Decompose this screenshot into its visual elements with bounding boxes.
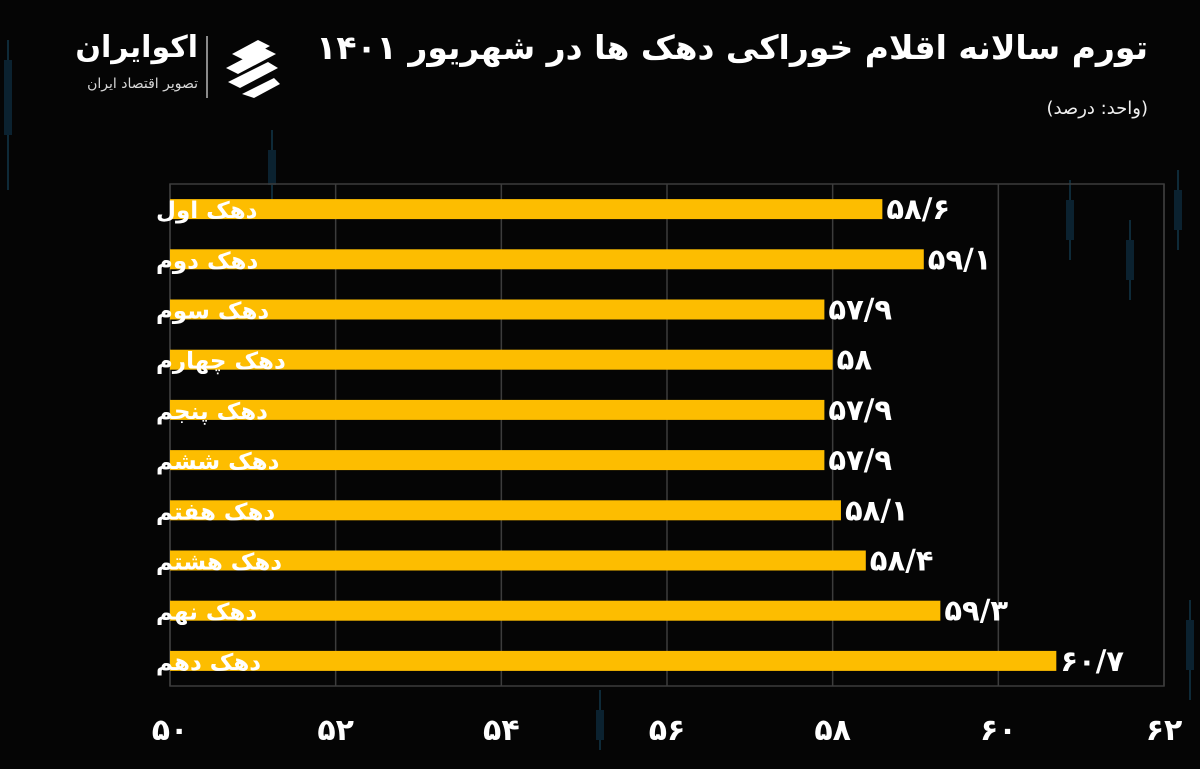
bar: [170, 500, 841, 521]
chart-title: تورم سالانه اقلام خوراکی دهک ها در شهریو…: [316, 28, 1148, 67]
bar: [170, 600, 941, 621]
bar: [170, 450, 825, 471]
x-tick-label: ۵۴: [483, 713, 520, 748]
x-tick-label: ۵۶: [649, 713, 686, 748]
bar-value-label: ۵۸/۴: [870, 544, 934, 578]
bar-value-label: ۵۸/۱: [845, 493, 909, 527]
x-tick-label: ۵۸: [814, 713, 851, 748]
bar: [170, 299, 825, 320]
brand-tagline: تصویر اقتصاد ایران: [87, 76, 198, 92]
bg-candle-body: [268, 150, 276, 185]
x-tick-label: ۶۲: [1146, 713, 1183, 748]
x-tick-label: ۵۰: [152, 713, 189, 748]
brand-name: اکوایران: [75, 30, 198, 65]
x-tick-label: ۵۲: [317, 713, 354, 748]
category-label: دهک هشتم: [156, 550, 282, 576]
bar: [170, 650, 1057, 671]
bar-value-label: ۵۷/۹: [828, 443, 892, 477]
category-label: دهک دهم: [156, 650, 261, 676]
bg-candle-body: [1186, 620, 1194, 670]
bar-value-label: ۵۷/۹: [828, 393, 892, 427]
category-label: دهک چهارم: [156, 349, 286, 375]
bar-value-label: ۶۰/۷: [1060, 644, 1124, 678]
bg-candle-body: [1126, 240, 1134, 280]
category-label: دهک نهم: [156, 600, 257, 626]
bg-candle-body: [4, 60, 12, 135]
category-label: دهک هفتم: [156, 499, 275, 525]
category-label: دهک اول: [156, 198, 258, 224]
bar-value-label: ۵۷/۹: [828, 293, 892, 327]
bar: [170, 249, 924, 270]
bar: [170, 199, 883, 220]
bar: [170, 550, 866, 571]
bar-value-label: ۵۹/۱: [928, 242, 992, 276]
bg-candle-body: [596, 710, 604, 740]
ekoiran-logo-icon: [226, 40, 280, 98]
brand-divider: [206, 36, 208, 98]
x-tick-label: ۶۰: [980, 713, 1017, 748]
brand-block: اکوایران تصویر اقتصاد ایران: [44, 30, 294, 105]
bar-value-label: ۵۸: [837, 343, 873, 377]
category-label: دهک دوم: [156, 248, 258, 274]
bg-candle-body: [1174, 190, 1182, 230]
category-label: دهک سوم: [156, 299, 269, 325]
unit-label: (واحد: درصد): [1046, 98, 1148, 119]
category-label: دهک پنجم: [156, 399, 268, 425]
bar-value-label: ۵۸/۶: [886, 192, 950, 226]
bar-value-label: ۵۹/۳: [944, 594, 1008, 628]
bar: [170, 349, 833, 370]
bg-candle-body: [1066, 200, 1074, 240]
bar: [170, 399, 825, 420]
category-label: دهک ششم: [156, 449, 280, 475]
